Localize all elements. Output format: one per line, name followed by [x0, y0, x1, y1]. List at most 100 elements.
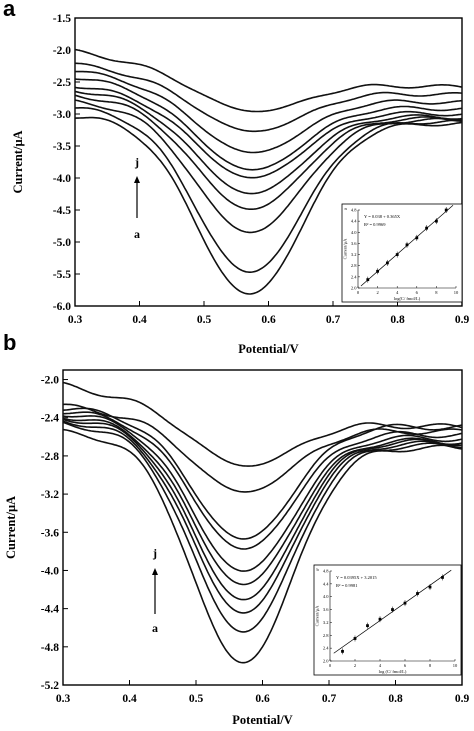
y-axis-title: Current/μA [4, 496, 18, 559]
inset-data-point [425, 226, 428, 230]
panel-b: b 0.3 0.4 0.5 0.6 0.7 0.8 0.9 -2.0 -2.4 -2.8 -3.2 -3… [3, 330, 469, 727]
series-line-9 [75, 116, 462, 295]
inset-x-tick-label: 4 [379, 663, 382, 668]
inset-x-tick-label: 0 [329, 663, 332, 668]
y-tick-label: -2.0 [41, 375, 59, 387]
x-axis-title: Potential/V [238, 342, 298, 356]
series-line-9 [63, 428, 462, 664]
y-tick-label: -2.0 [53, 45, 71, 57]
y-tick-label: -4.0 [53, 173, 71, 185]
series-line-0 [75, 48, 462, 113]
arrow-label-bottom: a [152, 621, 158, 635]
y-tick-label: -4.5 [53, 205, 71, 217]
panel-letter: a [3, 0, 16, 21]
inset-y-tick-label: 2.0 [323, 659, 329, 664]
inset-data-point [353, 637, 357, 640]
series-line-7 [63, 420, 462, 614]
y-tick-label: -3.6 [41, 527, 59, 539]
y-tick-label: -4.0 [41, 565, 59, 577]
series-line-1 [75, 62, 462, 133]
series-line-3 [63, 411, 462, 550]
x-tick-label: 0.8 [388, 693, 403, 705]
series-line-0 [63, 381, 462, 467]
x-tick-label: 0.4 [132, 314, 147, 326]
inset-data-point [378, 617, 382, 621]
inset-y-tick-label: 4.4 [323, 581, 329, 586]
inset-data-point [415, 236, 419, 240]
inset-y-tick-label: 3.2 [323, 620, 329, 625]
inset-data-point [416, 592, 419, 595]
inset-data-point [435, 219, 438, 223]
inset-y-tick-label: 2.4 [323, 646, 329, 651]
inset-data-point [405, 243, 409, 247]
inset-frame [313, 564, 462, 676]
y-tick-label: -2.4 [41, 413, 59, 425]
series-line-2 [63, 407, 462, 540]
y-tick-label: -4.4 [41, 604, 59, 616]
series-line-3 [75, 78, 462, 171]
y-axis-title: Current/μA [11, 130, 25, 193]
x-tick-label: 0.5 [189, 693, 204, 705]
x-tick-label: 0.8 [390, 314, 405, 326]
inset-data-point [391, 608, 394, 611]
inset-y-tick-label: 4.0 [323, 594, 329, 599]
inset-x-tick-label: 6 [416, 290, 419, 295]
inset-y-tick-label: 2.4 [351, 274, 357, 279]
x-axis-title: Potential/V [232, 713, 292, 727]
x-tick-label: 0.5 [197, 314, 212, 326]
inset-panel-label: b [317, 567, 320, 572]
inset-x-tick-label: 4 [396, 290, 399, 295]
x-tick-label: 0.9 [455, 314, 470, 326]
x-tick-label: 0.3 [56, 693, 71, 705]
inset-equation: Y = 0.0395X + 3.2015 [336, 575, 377, 580]
inset-y-tick-label: 3.6 [323, 607, 329, 612]
series-line-8 [75, 107, 462, 273]
inset-panel-label: n [345, 206, 348, 211]
series-line-6 [63, 418, 462, 601]
y-tick-label: -3.2 [41, 489, 59, 501]
inset-data-point [428, 585, 432, 589]
inset-data-point [395, 253, 399, 256]
arrow-label-bottom: a [134, 227, 140, 241]
series-group [63, 381, 462, 664]
inset-x-tick-label: 8 [429, 663, 432, 668]
y-tick-label: -2.5 [53, 77, 71, 89]
series-group [75, 48, 462, 295]
y-tick-label: -3.5 [53, 141, 71, 153]
panel-a: a 0.3 0.4 0.5 0.6 0.7 0.8 0.9 -1.5 -2.0 -2.5 -3.0 -3… [3, 0, 469, 356]
y-tick-label: -5.0 [53, 237, 71, 249]
inset-data-point [386, 261, 389, 265]
panel-letter: b [3, 330, 16, 355]
y-tick-label: -4.8 [41, 642, 59, 654]
inset-r2: R² = 0.9981 [336, 583, 358, 588]
y-tick-label: -5.5 [53, 269, 71, 281]
inset-plot: 0 2 4 6 8 10 2.0 2.4 2.8 3.2 3.6 4.0 4.4 4.8b Y = 0.03… [313, 564, 462, 676]
x-tick-label: 0.6 [255, 693, 270, 705]
x-tick-label: 0.6 [261, 314, 276, 326]
series-line-6 [75, 94, 462, 210]
inset-data-point [444, 208, 448, 212]
inset-y-tick-label: 4.8 [323, 569, 329, 574]
series-line-5 [75, 90, 462, 195]
inset-data-point [341, 649, 344, 653]
y-tick-label: -5.2 [41, 680, 59, 692]
arrow-label-top: j [152, 546, 157, 560]
inset-y-label: Current/μA [343, 238, 348, 259]
x-tick-label: 0.9 [455, 693, 470, 705]
x-tick-label: 0.4 [122, 693, 137, 705]
series-line-8 [63, 421, 462, 633]
inset-y-tick-label: 4.0 [351, 230, 357, 235]
inset-x-tick-label: 8 [435, 290, 438, 295]
inset-x-tick-label: 2 [354, 663, 356, 668]
inset-y-tick-label: 3.2 [351, 252, 357, 257]
inset-y-tick-label: 3.6 [351, 241, 357, 246]
inset-x-tick-label: 2 [376, 290, 378, 295]
arrow-head-icon [152, 568, 158, 575]
series-line-4 [63, 415, 462, 572]
series-line-5 [63, 417, 462, 586]
x-tick-label: 0.7 [322, 693, 337, 705]
inset-x-tick-label: 0 [357, 290, 360, 295]
y-tick-label: -1.5 [53, 13, 71, 25]
x-tick-label: 0.7 [326, 314, 341, 326]
inset-x-tick-label: 10 [454, 290, 459, 295]
